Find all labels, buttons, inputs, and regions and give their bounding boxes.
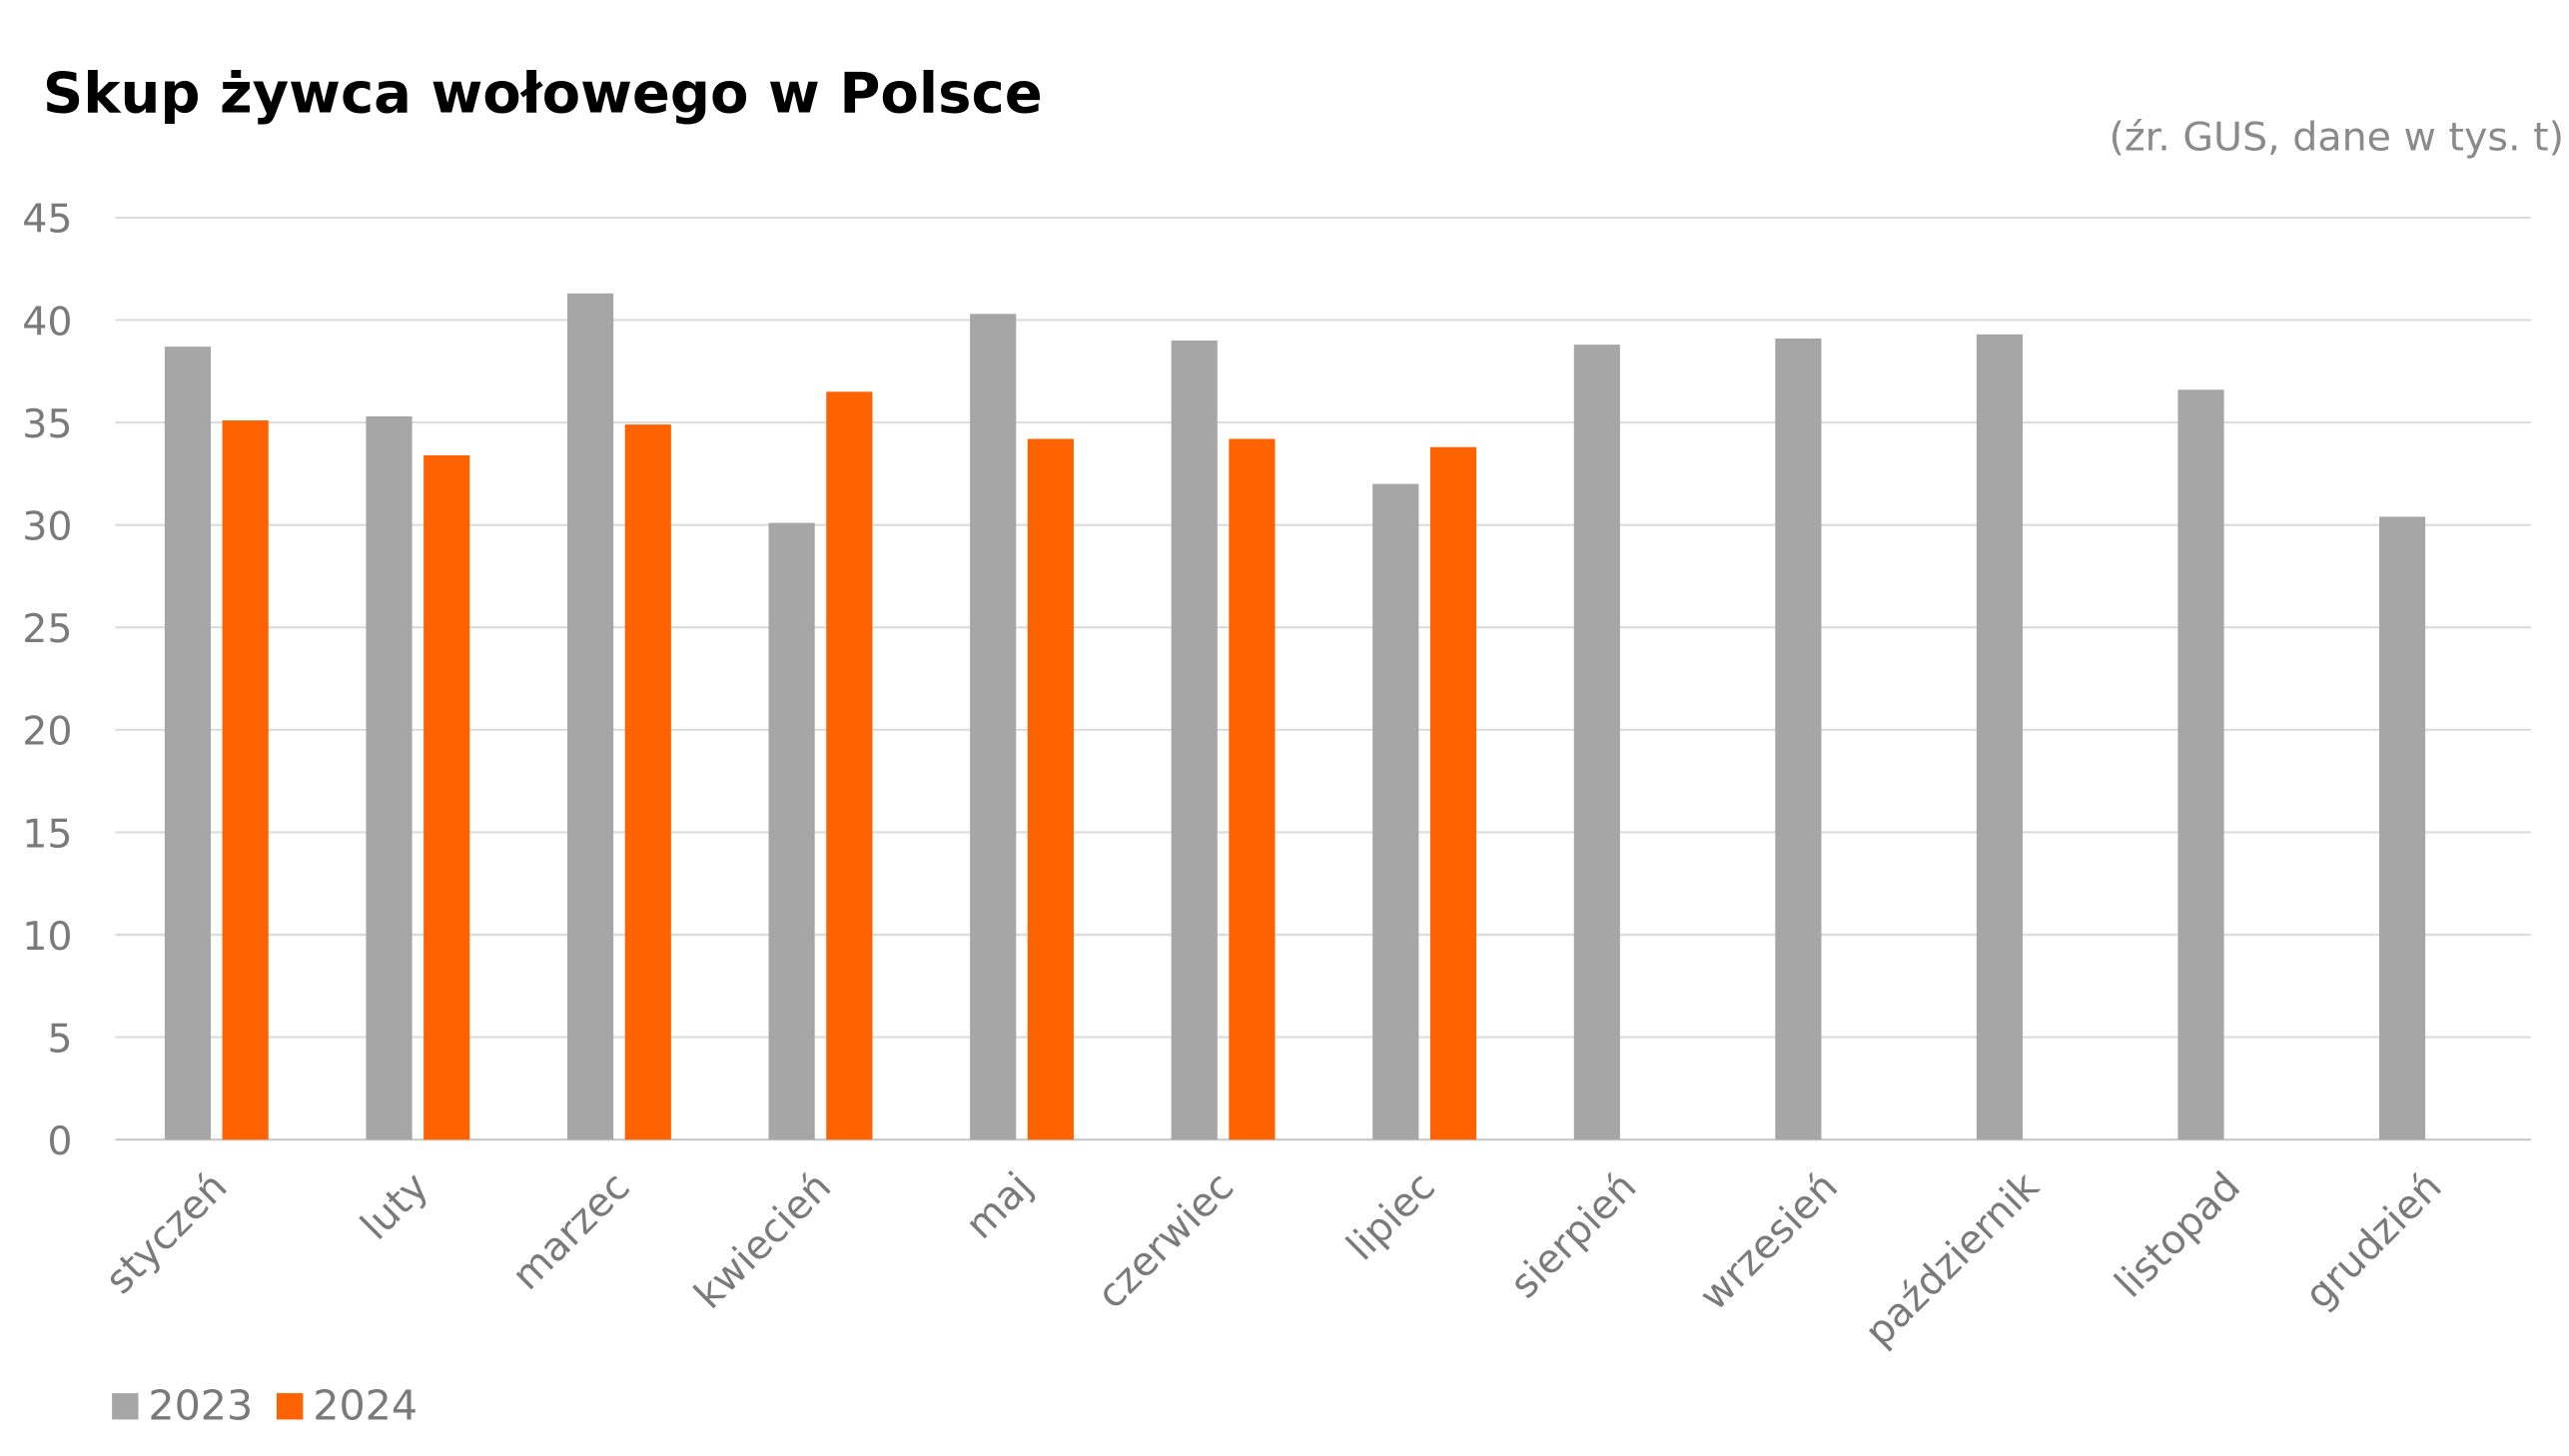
gridlines	[115, 216, 2532, 1141]
x-tick-label: maj	[957, 1163, 1042, 1248]
bar-2023-grudzień	[2378, 516, 2426, 1140]
chart-title: Skup żywca wołowego w Polsce	[43, 61, 1043, 126]
bars	[164, 293, 2426, 1140]
x-tick-label: styczeń	[97, 1163, 237, 1303]
bar-2023-czerwiec	[1171, 341, 1218, 1140]
bar-2023-marzec	[566, 293, 614, 1140]
bar-2024-styczeń	[222, 420, 269, 1140]
y-tick-label: 45	[22, 197, 72, 243]
bar-2024-maj	[1027, 438, 1074, 1140]
x-axis-ticks: styczeń luty marzec kwiecień maj czerwiec lipi…	[97, 1163, 2451, 1355]
bar-2024-luty	[424, 454, 470, 1140]
y-tick-label: 20	[22, 709, 72, 755]
legend: 2023 2024	[112, 1381, 418, 1429]
x-tick-label: marzec	[503, 1163, 639, 1299]
bar-2024-kwiecień	[826, 391, 873, 1140]
x-tick-label: lipiec	[1338, 1163, 1444, 1269]
bar-2023-luty	[366, 415, 413, 1140]
bar-2023-sierpień	[1573, 345, 1620, 1140]
legend-swatch-2024	[276, 1393, 304, 1420]
y-tick-label: 5	[47, 1016, 72, 1062]
bar-2024-lipiec	[1429, 446, 1477, 1140]
chart-subtitle: (źr. GUS, dane w tys. t)	[2109, 114, 2564, 160]
x-tick-label: październik	[1856, 1163, 2048, 1355]
legend-label: 2023	[148, 1381, 253, 1429]
x-tick-label: grudzień	[2296, 1163, 2451, 1318]
y-tick-label: 15	[22, 811, 72, 857]
bar-2023-wrzesień	[1775, 338, 1822, 1140]
bar-2023-listopad	[2177, 389, 2224, 1140]
x-tick-label: luty	[352, 1163, 437, 1249]
bar-2023-lipiec	[1372, 483, 1419, 1140]
y-tick-label: 40	[22, 299, 72, 345]
legend-label: 2024	[313, 1381, 418, 1429]
bar-2024-marzec	[624, 424, 671, 1140]
bar-2024-czerwiec	[1229, 438, 1276, 1140]
y-tick-label: 25	[22, 606, 72, 652]
bar-2023-październik	[1976, 334, 2024, 1140]
y-tick-label: 0	[47, 1118, 72, 1164]
bar-2023-styczeń	[164, 347, 212, 1140]
bar-2023-maj	[970, 314, 1017, 1140]
y-tick-label: 10	[22, 914, 72, 960]
y-tick-label: 30	[22, 503, 72, 549]
y-tick-label: 35	[22, 401, 72, 447]
x-tick-label: czerwiec	[1089, 1163, 1244, 1318]
x-tick-label: kwiecień	[685, 1163, 840, 1318]
x-tick-label: wrzesień	[1691, 1163, 1847, 1319]
x-tick-label: sierpień	[1501, 1163, 1645, 1307]
y-axis-ticks: 0 5 10 15 20 25 30 35 40 45	[22, 197, 72, 1164]
x-tick-label: listopad	[2107, 1163, 2249, 1306]
bar-2023-kwiecień	[768, 522, 815, 1140]
legend-swatch-2023	[112, 1393, 139, 1420]
